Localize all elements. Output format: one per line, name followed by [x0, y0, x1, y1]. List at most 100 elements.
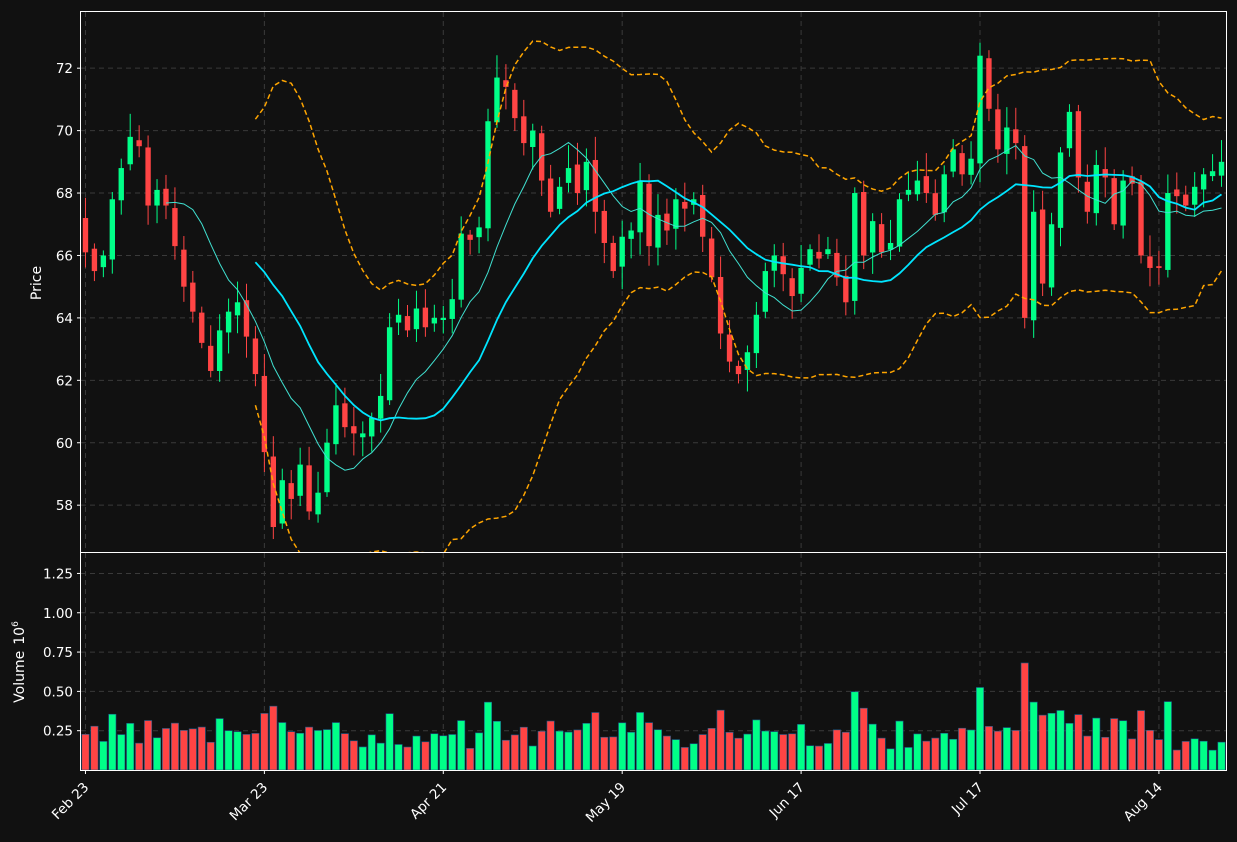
candle-up	[1048, 224, 1055, 288]
volume-bar-down	[832, 729, 841, 771]
volume-bar-up	[886, 748, 895, 771]
candle-up	[1192, 186, 1198, 205]
volume-bar-up	[618, 722, 627, 771]
date-tick-label: Feb 23	[49, 780, 92, 823]
candle-up	[1030, 211, 1037, 321]
candle-up	[655, 214, 661, 248]
volume-bar-down	[340, 733, 349, 771]
candle-up	[485, 121, 491, 229]
volume-bar-up	[976, 687, 984, 771]
volume-bar-down	[1074, 714, 1083, 771]
price-tick-label: 66	[56, 248, 73, 264]
date-axis-ticks: Feb 23 Mar 23 Apr 21 May 19 Jun 17 Jul 17 Aug …	[49, 770, 1166, 826]
candle-up	[1120, 180, 1126, 226]
volume-bar-up	[153, 737, 162, 771]
volume-bar-down	[734, 737, 743, 771]
volume-bar-down	[1181, 741, 1190, 771]
volume-bar-down	[662, 735, 671, 771]
candle-down	[172, 208, 178, 247]
candle-up	[395, 314, 402, 323]
volume-bar-up	[904, 747, 913, 771]
candle-up	[377, 395, 384, 419]
price-axis-label: Price	[29, 266, 45, 300]
candle-down	[986, 58, 992, 109]
candle-down	[861, 192, 867, 256]
moving-average-short	[165, 141, 1222, 471]
candle-down	[574, 164, 581, 194]
volume-bar-down	[609, 736, 618, 771]
volume-bar-up	[555, 730, 564, 771]
candle-down	[1129, 176, 1135, 184]
volume-bar-down	[788, 733, 797, 771]
volume-bar-down	[859, 707, 868, 771]
candle-down	[780, 256, 786, 275]
candle-up	[297, 464, 303, 496]
volume-axis-ticks: 0.25 0.50 0.75 1.00 1.25	[43, 566, 81, 740]
volume-bar-down	[815, 745, 823, 771]
price-tick-label: 68	[56, 186, 73, 202]
volume-bar-up	[671, 739, 680, 771]
candle-up	[896, 199, 903, 247]
volume-bar-up	[412, 735, 421, 771]
volume-bar-up	[385, 713, 394, 771]
volume-bar-down	[591, 712, 600, 771]
volume-bar-up	[528, 745, 537, 771]
candle-down	[1039, 209, 1046, 284]
volume-bar-up	[761, 730, 770, 771]
candle-up	[905, 189, 912, 195]
candle-up	[1209, 171, 1216, 177]
volume-bar-up	[689, 743, 698, 771]
candle-down	[726, 334, 733, 362]
candle-down	[789, 278, 795, 297]
candle-down	[136, 140, 142, 147]
volume-bar-down	[877, 737, 886, 771]
volume-bar-down	[403, 746, 412, 771]
volume-bar-down	[1083, 735, 1092, 771]
volume-bar-down	[1020, 662, 1029, 771]
candle-down	[717, 276, 724, 334]
indicator-overlays	[165, 40, 1223, 552]
volume-bar-up	[636, 712, 645, 771]
candle-up	[744, 352, 751, 370]
volume-bar-up	[1163, 701, 1172, 771]
volume-bar-down	[600, 736, 609, 771]
volume-bar-up	[367, 734, 376, 771]
candle-up	[109, 199, 115, 260]
date-tick-label: Mar 23	[227, 780, 272, 825]
volume-bar-down	[135, 742, 144, 771]
candle-down	[923, 176, 930, 194]
candle-down	[1075, 111, 1082, 178]
volume-exponent-base: 10	[12, 627, 28, 645]
price-panel-frame	[80, 11, 1227, 553]
candle-up	[118, 168, 124, 201]
volume-bar-down	[519, 726, 528, 771]
volume-bar-down	[206, 741, 215, 771]
candle-up	[941, 174, 947, 213]
volume-bar-up	[1217, 741, 1226, 771]
volume-bar-down	[287, 731, 296, 771]
candle-down	[252, 338, 259, 375]
volume-tick-label: 0.75	[43, 645, 73, 661]
date-tick-label: Jul 17	[948, 780, 987, 819]
candle-up	[386, 327, 393, 401]
candle-up	[1066, 111, 1073, 149]
candle-up	[333, 405, 339, 445]
candle-up	[369, 417, 375, 437]
candle-down	[539, 133, 545, 181]
candle-up	[977, 55, 983, 164]
volume-bar-down	[179, 730, 188, 771]
volume-bar-down	[537, 730, 546, 771]
candle-up	[583, 161, 590, 191]
candle-down	[664, 213, 670, 231]
volume-bar-up	[1119, 720, 1128, 771]
candle-down	[1183, 194, 1189, 206]
volume-bar-up	[1199, 740, 1208, 771]
candle-up	[458, 233, 464, 300]
volume-tick-label: 0.25	[43, 724, 73, 740]
candle-up	[556, 186, 563, 209]
volume-bar-up	[582, 723, 591, 771]
bollinger-lower	[254, 270, 1223, 552]
candle-up	[762, 271, 768, 312]
candle-down	[834, 252, 840, 278]
candle-down	[467, 234, 473, 240]
